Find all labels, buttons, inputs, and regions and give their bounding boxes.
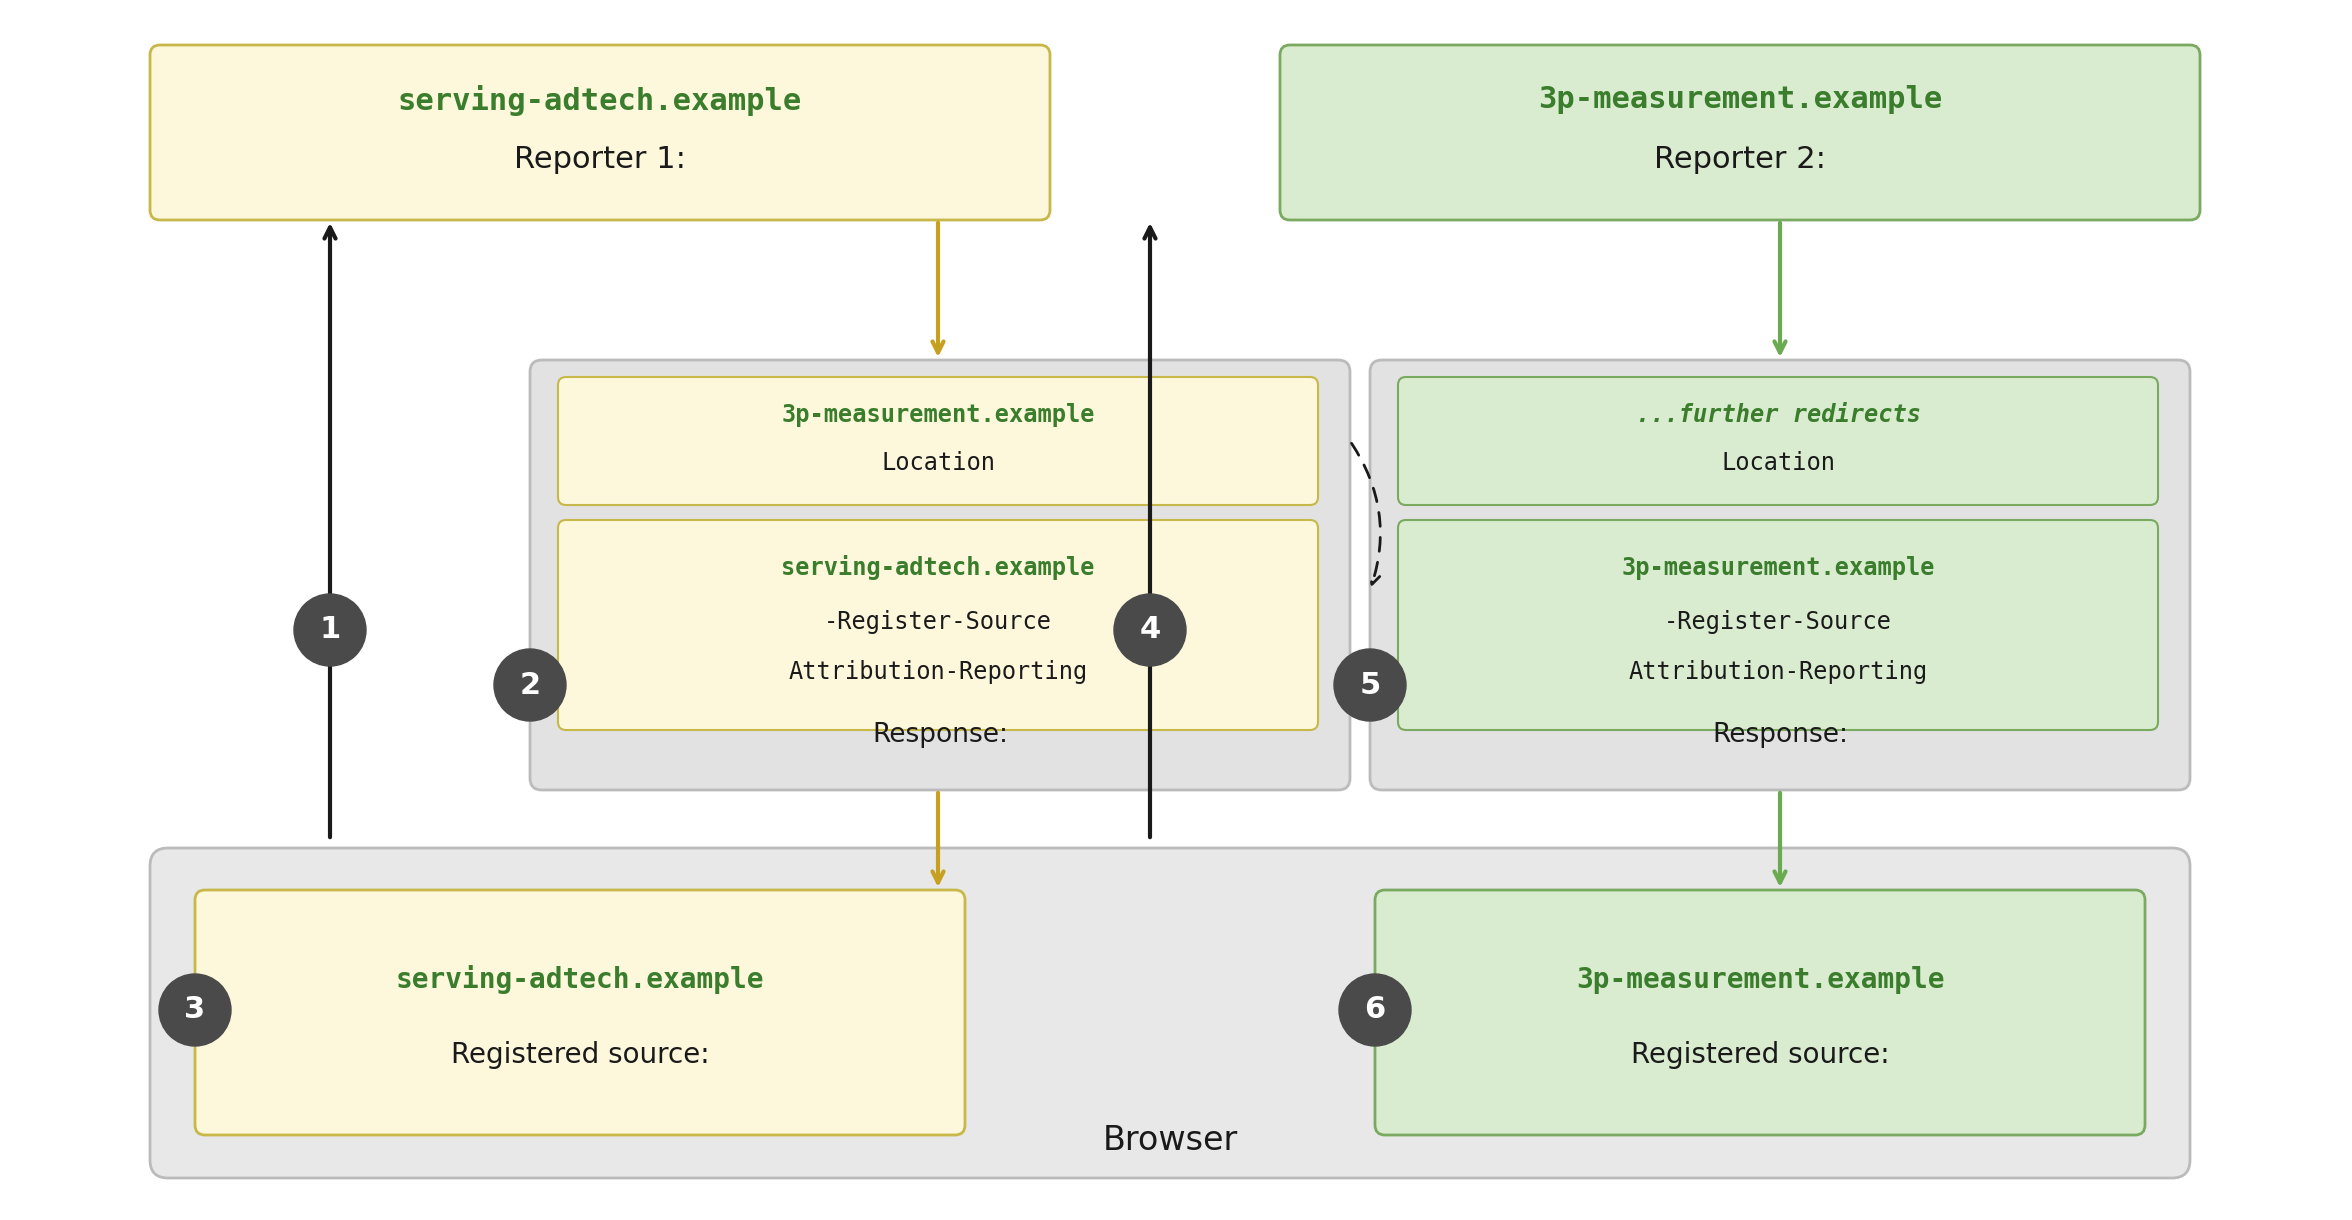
Text: 3p-measurement.example: 3p-measurement.example bbox=[1538, 85, 1943, 115]
FancyBboxPatch shape bbox=[557, 377, 1317, 505]
Text: 4: 4 bbox=[1138, 616, 1160, 644]
FancyBboxPatch shape bbox=[529, 360, 1350, 791]
Text: Registered source:: Registered source: bbox=[452, 1041, 710, 1069]
Circle shape bbox=[1338, 974, 1411, 1046]
FancyBboxPatch shape bbox=[151, 45, 1049, 220]
Text: Response:: Response: bbox=[873, 722, 1009, 748]
Text: serving-adtech.example: serving-adtech.example bbox=[397, 84, 802, 116]
Text: -Register-Source: -Register-Source bbox=[1663, 610, 1891, 634]
FancyBboxPatch shape bbox=[1397, 520, 2159, 730]
Text: serving-adtech.example: serving-adtech.example bbox=[395, 965, 764, 994]
Circle shape bbox=[1115, 594, 1185, 666]
FancyBboxPatch shape bbox=[1369, 360, 2190, 791]
Text: 6: 6 bbox=[1364, 996, 1385, 1025]
Text: Location: Location bbox=[882, 451, 995, 475]
Text: Attribution-Reporting: Attribution-Reporting bbox=[788, 660, 1087, 684]
Text: Location: Location bbox=[1722, 451, 1835, 475]
Text: 5: 5 bbox=[1359, 671, 1381, 699]
Text: -Register-Source: -Register-Source bbox=[823, 610, 1051, 634]
Text: Browser: Browser bbox=[1103, 1124, 1237, 1157]
Text: Response:: Response: bbox=[1712, 722, 1849, 748]
Text: 1: 1 bbox=[320, 616, 341, 644]
FancyBboxPatch shape bbox=[195, 891, 964, 1135]
Text: 3p-measurement.example: 3p-measurement.example bbox=[1621, 556, 1936, 580]
Text: 2: 2 bbox=[520, 671, 541, 699]
Text: Attribution-Reporting: Attribution-Reporting bbox=[1628, 660, 1929, 684]
Text: 3p-measurement.example: 3p-measurement.example bbox=[1576, 966, 1945, 994]
Circle shape bbox=[294, 594, 367, 666]
FancyBboxPatch shape bbox=[1279, 45, 2199, 220]
Text: ...further redirects: ...further redirects bbox=[1635, 403, 1922, 427]
Circle shape bbox=[160, 974, 230, 1046]
FancyBboxPatch shape bbox=[557, 520, 1317, 730]
Text: Reporter 2:: Reporter 2: bbox=[1653, 145, 1825, 174]
Text: 3: 3 bbox=[183, 996, 205, 1025]
Text: Reporter 1:: Reporter 1: bbox=[515, 145, 687, 174]
Circle shape bbox=[1334, 649, 1406, 721]
Text: Registered source:: Registered source: bbox=[1630, 1041, 1889, 1069]
FancyBboxPatch shape bbox=[1397, 377, 2159, 505]
Text: 3p-measurement.example: 3p-measurement.example bbox=[781, 403, 1094, 427]
FancyBboxPatch shape bbox=[151, 848, 2190, 1179]
Text: serving-adtech.example: serving-adtech.example bbox=[781, 555, 1094, 581]
Circle shape bbox=[494, 649, 567, 721]
FancyBboxPatch shape bbox=[1376, 891, 2145, 1135]
